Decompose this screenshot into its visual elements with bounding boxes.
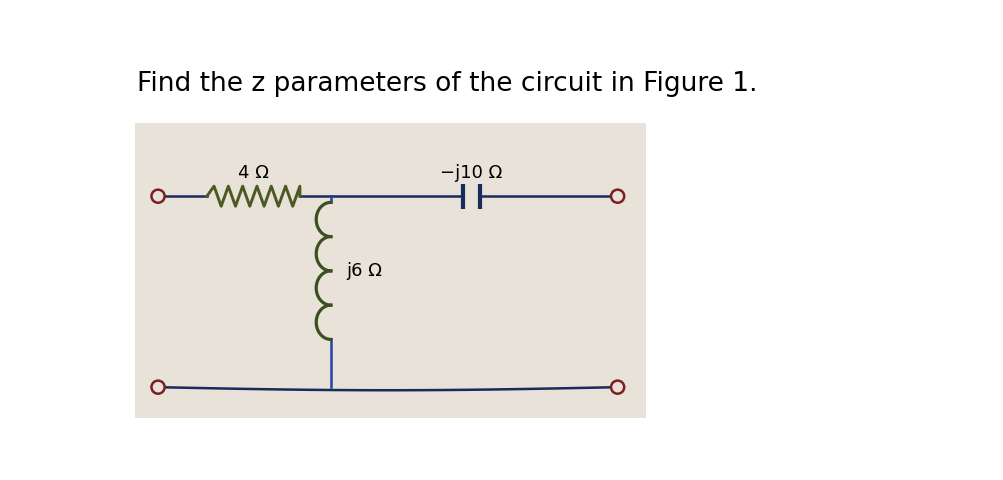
Circle shape	[151, 381, 164, 394]
FancyBboxPatch shape	[134, 123, 646, 418]
Text: −j10 Ω: −j10 Ω	[439, 164, 502, 182]
Text: j6 Ω: j6 Ω	[346, 262, 382, 280]
Circle shape	[611, 190, 624, 203]
Text: 4 Ω: 4 Ω	[238, 164, 269, 182]
Text: Find the z parameters of the circuit in Figure 1.: Find the z parameters of the circuit in …	[137, 72, 757, 97]
Circle shape	[611, 381, 624, 394]
Circle shape	[151, 190, 164, 203]
